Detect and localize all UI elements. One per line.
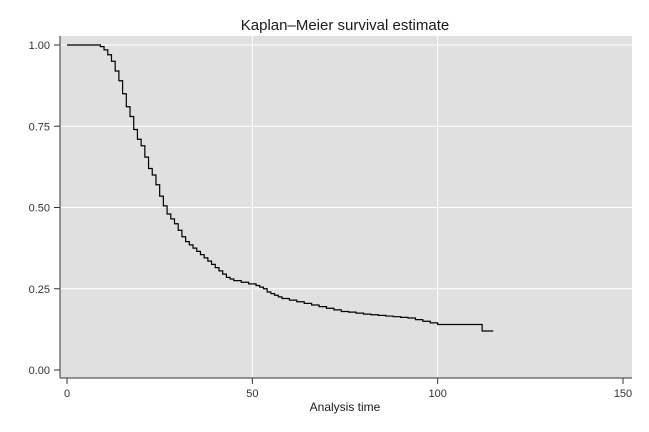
y-tick-label: 0.75 <box>29 121 50 133</box>
x-tick-label: 50 <box>246 388 258 400</box>
y-tick-label: 0.50 <box>29 203 50 215</box>
survival-curve <box>67 44 494 332</box>
y-tick-label: 0.00 <box>29 365 50 377</box>
chart-title: Kaplan–Meier survival estimate <box>241 17 449 34</box>
x-axis-label: Analysis time <box>310 400 381 414</box>
y-tick-label: 0.25 <box>29 284 50 296</box>
axes <box>54 36 632 384</box>
x-tick-label: 150 <box>614 388 632 400</box>
tick-labels: 0.00 0.25 0.50 0.75 1.00 0 50 100 150 <box>29 40 633 400</box>
grid-lines <box>60 36 632 378</box>
y-tick-label: 1.00 <box>29 40 50 52</box>
x-tick-label: 100 <box>428 388 446 400</box>
x-tick-label: 0 <box>64 388 70 400</box>
